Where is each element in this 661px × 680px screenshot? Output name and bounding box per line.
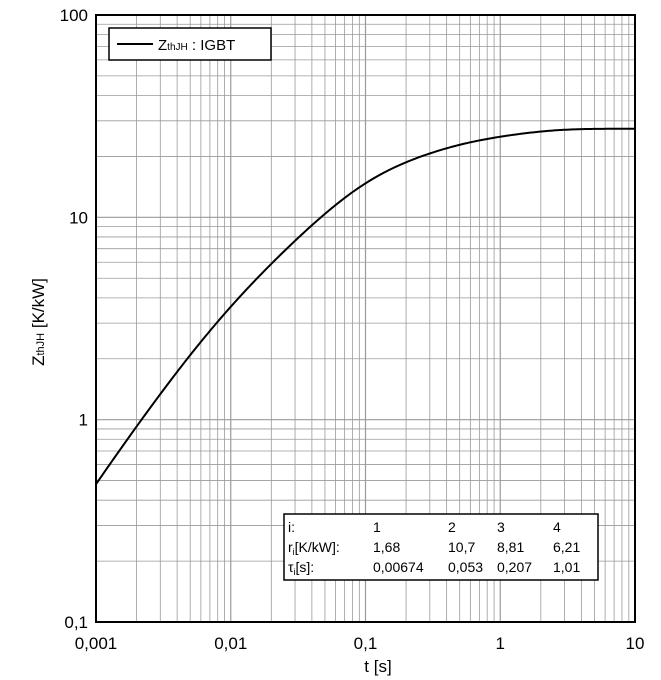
- param-cell: 1: [373, 519, 381, 535]
- y-tick-label: 10: [69, 208, 88, 227]
- param-cell: 1,68: [373, 539, 400, 555]
- param-row-label: τi[s]:: [288, 559, 314, 577]
- param-cell: 1,01: [553, 559, 580, 575]
- x-axis-title: t [s]: [364, 657, 391, 676]
- zth-curve: [95, 127, 635, 485]
- y-tick-label: 100: [60, 6, 88, 25]
- param-cell: 10,7: [448, 539, 475, 555]
- param-row-label: ri[K/kW]:: [288, 539, 340, 557]
- y-tick-label: 0,1: [64, 613, 88, 632]
- param-cell: 8,81: [497, 539, 524, 555]
- parameter-table-box: [283, 513, 599, 581]
- legend: ZthJH : IGBT: [108, 27, 272, 61]
- param-cell: 0,053: [448, 559, 483, 575]
- param-row-label: i:: [288, 519, 295, 535]
- x-tick-label: 0,1: [354, 634, 378, 653]
- y-axis-title: ZthJH [K/kW]: [29, 278, 48, 366]
- x-tick-label: 0,001: [75, 634, 118, 653]
- param-cell: 6,21: [553, 539, 580, 555]
- y-tick-labels: 0,1 1 10 100: [60, 6, 88, 632]
- x-tick-labels: 0,001 0,01 0,1 1 10: [75, 634, 645, 653]
- x-tick-label: 0,01: [214, 634, 247, 653]
- curve-layer: [95, 127, 635, 485]
- plot-frame: [95, 14, 636, 623]
- param-cell: 2: [448, 519, 456, 535]
- y-tick-label: 1: [79, 411, 88, 430]
- x-tick-label: 10: [626, 634, 645, 653]
- param-cell: 0,207: [497, 559, 532, 575]
- param-cell: 4: [553, 519, 561, 535]
- x-tick-label: 1: [496, 634, 505, 653]
- legend-label: ZthJH : IGBT: [158, 37, 235, 54]
- param-cell: 0,00674: [373, 559, 424, 575]
- parameter-table: i: 1 2 3 4 ri[K/kW]: 1,68 10,7 8,81 6,21…: [283, 513, 599, 581]
- param-cell: 3: [497, 519, 505, 535]
